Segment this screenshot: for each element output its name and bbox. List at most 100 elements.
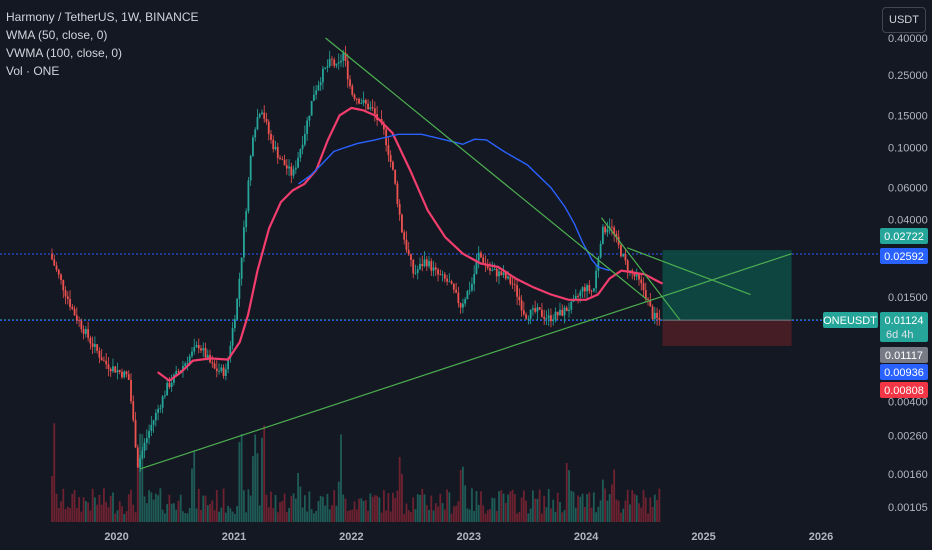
candle-body <box>73 308 76 316</box>
price-axis[interactable]: 0.40000 0.25000 0.15000 0.10000 0.06000 0.040… <box>888 33 928 514</box>
currency-button[interactable]: USDT <box>882 7 926 33</box>
price-label-bg <box>880 364 928 380</box>
candle-body <box>173 374 175 383</box>
candle-body <box>215 368 218 372</box>
volume-bar <box>285 511 288 522</box>
candle-body <box>105 360 108 365</box>
candle-body <box>622 254 625 257</box>
volume-bar <box>518 512 521 522</box>
volume-bar <box>87 502 90 522</box>
volume-bar <box>414 509 417 522</box>
symbol-title[interactable]: Harmony / TetherUS, 1W, BINANCE <box>6 10 199 24</box>
long-position-tool[interactable] <box>662 250 792 346</box>
volume-bar <box>656 499 658 522</box>
candle-body <box>396 183 399 204</box>
candle-body <box>491 269 494 271</box>
candle-body <box>238 278 241 299</box>
volume-bar <box>401 473 403 522</box>
candle-body <box>315 90 318 95</box>
candle-body <box>653 312 656 319</box>
volume-bar <box>416 494 419 522</box>
volume-bar <box>410 512 412 522</box>
volume-bar <box>109 495 112 522</box>
time-axis[interactable]: 2020 2021 2022 2023 2024 2025 2026 <box>104 531 833 543</box>
volume-bar <box>529 508 532 522</box>
volume-bar <box>389 511 392 522</box>
candle-body <box>502 272 505 275</box>
volume-bar <box>412 497 415 522</box>
candle-body <box>581 287 584 292</box>
candle-body <box>586 285 588 292</box>
candle-body <box>267 121 270 134</box>
indicator-vwma[interactable]: VWMA (100, close, 0) <box>6 46 123 60</box>
volume-bar <box>224 512 227 522</box>
y-tick-label: 0.00105 <box>888 502 928 514</box>
volume-bar <box>71 493 74 522</box>
volume-bar <box>236 506 239 522</box>
candle-body <box>658 317 661 320</box>
candle-body <box>446 278 448 282</box>
candle-body <box>159 407 162 409</box>
volume-bar <box>631 489 634 522</box>
volume-bar <box>635 495 638 522</box>
price-label: 0.02592 <box>884 251 924 263</box>
candle-body <box>349 79 351 87</box>
volume-bar <box>276 512 279 522</box>
volume-bar <box>267 507 270 522</box>
volume-bar <box>450 513 453 522</box>
volume-bar <box>331 505 333 522</box>
volume-bar <box>105 501 108 522</box>
volume-bar <box>428 509 430 522</box>
volume-bar <box>586 494 588 522</box>
candle-body <box>495 268 498 277</box>
volume-bar <box>658 488 661 522</box>
candle-body <box>529 309 532 319</box>
moving-averages <box>157 106 663 383</box>
volume-bar <box>446 489 448 522</box>
volume-bar <box>96 504 99 522</box>
candle-body <box>96 344 99 351</box>
volume-bar <box>335 505 338 522</box>
price-label-bg <box>880 347 928 363</box>
trendlines[interactable] <box>139 37 792 470</box>
candle-body <box>597 257 600 271</box>
volume-bar <box>556 492 559 522</box>
candle-body <box>604 226 607 233</box>
price-labels: 0.02722 0.02592 0.01124 6d 4h ONEUSDT 0.01117… <box>823 228 928 398</box>
volume-bar <box>231 511 234 522</box>
volume-bar <box>322 496 324 522</box>
volume-bar <box>536 498 539 522</box>
indicator-wma[interactable]: WMA (50, close, 0) <box>6 28 108 42</box>
volume-bar <box>143 496 146 522</box>
price-label-bg <box>880 382 928 398</box>
volume-bar <box>387 493 390 522</box>
candle-body <box>80 320 83 330</box>
chart-legend: Harmony / TetherUS, 1W, BINANCE WMA (50,… <box>6 8 199 80</box>
volume-bar <box>385 510 388 522</box>
candle-body <box>324 67 327 69</box>
candle-body <box>82 329 85 334</box>
candle-body <box>489 268 491 271</box>
y-tick-label: 0.00260 <box>888 430 928 442</box>
price-label-bg <box>880 248 928 264</box>
candle-body <box>66 296 69 300</box>
candle-body <box>71 306 74 309</box>
volume-bar <box>152 499 155 522</box>
volume-bar <box>561 512 564 522</box>
volume-bar <box>249 495 252 522</box>
volume-bar <box>509 491 512 522</box>
volume-bars <box>51 423 661 522</box>
indicator-volume[interactable]: Vol · ONE <box>6 64 60 78</box>
candle-body <box>443 274 446 279</box>
volume-bar <box>75 507 78 522</box>
candle-body <box>644 290 647 299</box>
candle-body <box>498 271 500 277</box>
volume-bar <box>57 507 60 522</box>
candle-body <box>218 371 220 372</box>
candle-body <box>331 58 333 60</box>
volume-bar <box>382 490 385 522</box>
volume-bar <box>80 511 83 522</box>
candle-body <box>69 299 71 307</box>
